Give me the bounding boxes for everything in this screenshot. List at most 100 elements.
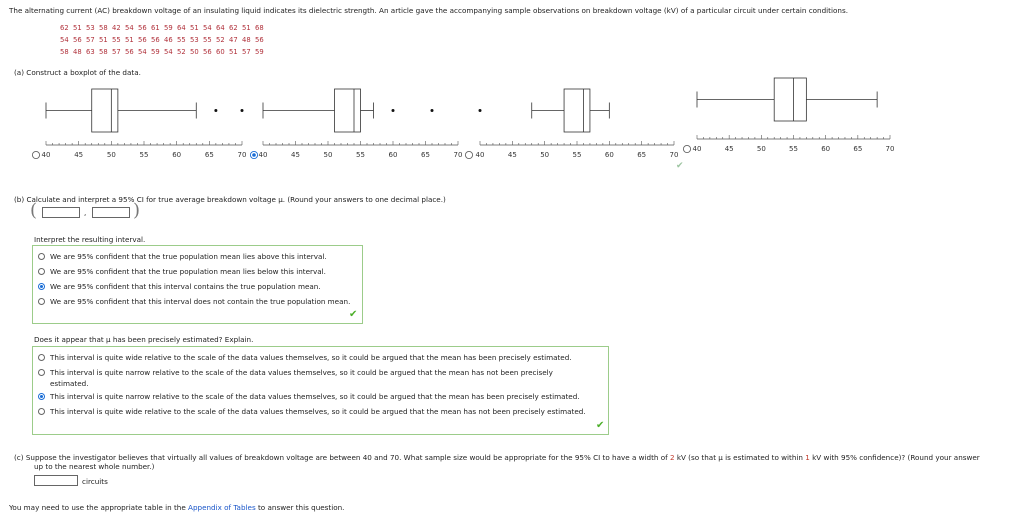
ci-upper-input[interactable] (92, 207, 130, 218)
data-value: 68 (255, 24, 264, 32)
data-value: 54 (138, 48, 147, 56)
option-text: This interval is quite narrow relative t… (50, 392, 580, 401)
radio-button[interactable] (38, 253, 45, 260)
tick-label: 40 (476, 151, 485, 159)
data-value: 64 (216, 24, 225, 32)
radio-button[interactable] (38, 298, 45, 305)
data-value: 48 (242, 36, 251, 44)
tick-label: 70 (238, 151, 247, 159)
interpret-option[interactable]: We are 95% confident that this interval … (38, 282, 321, 291)
data-value: 58 (99, 24, 108, 32)
radio-button[interactable] (38, 268, 45, 275)
tick-label: 45 (508, 151, 517, 159)
data-value: 52 (177, 48, 186, 56)
interpret-option[interactable]: We are 95% confident that this interval … (38, 297, 350, 306)
data-value: 57 (112, 48, 121, 56)
data-value: 56 (203, 48, 212, 56)
sample-size-input[interactable] (34, 475, 78, 486)
interpret-option[interactable]: We are 95% confident that the true popul… (38, 252, 327, 261)
width-value: 2 (669, 453, 675, 462)
part-c-suffix: kV with 95% confidence)? (Round your ans… (809, 453, 980, 462)
ci-comma: , (84, 208, 87, 217)
box-iqr (334, 88, 361, 133)
appendix-link[interactable]: Appendix of Tables (188, 503, 256, 512)
tick-label: 40 (693, 145, 702, 153)
outlier-point (214, 109, 218, 112)
correct-check-icon: ✔ (596, 420, 605, 431)
tick-label: 70 (886, 145, 895, 153)
data-value: 59 (164, 24, 173, 32)
box-iqr (563, 88, 591, 133)
open-paren: ( (30, 200, 38, 221)
part-c-prefix: (c) Suppose the investigator believes th… (14, 453, 670, 462)
box-iqr (773, 77, 807, 122)
precise-answer-box (32, 346, 609, 435)
outlier-point (430, 109, 434, 112)
tick-label: 65 (421, 151, 430, 159)
radio-button[interactable] (38, 393, 45, 400)
footer-prefix: You may need to use the appropriate tabl… (9, 503, 189, 512)
tick-label: 55 (573, 151, 582, 159)
data-value: 56 (151, 36, 160, 44)
data-value: 58 (99, 48, 108, 56)
part-c-middle: kV (so that μ is estimated to within (674, 453, 806, 462)
boxplot-svg: 40 45 50 55 60 65 70 40 45 50 55 60 65 70 40 45 50 55 60 65… (31, 77, 895, 171)
data-value: 64 (177, 24, 186, 32)
tick-label: 40 (42, 151, 51, 159)
outlier-point (391, 109, 395, 112)
unit-label: circuits (82, 477, 108, 486)
data-value: 47 (229, 36, 238, 44)
footer-note: You may need to use the appropriate tabl… (9, 503, 344, 512)
data-value: 60 (216, 48, 225, 56)
radio-button[interactable] (38, 369, 45, 376)
precise-option[interactable]: This interval is quite narrow relative t… (38, 392, 580, 401)
precise-option[interactable]: This interval is quite wide relative to … (38, 407, 586, 416)
data-value: 53 (86, 24, 95, 32)
tick-label: 50 (324, 151, 333, 159)
tick-label: 55 (356, 151, 365, 159)
option-text: This interval is quite narrow relative t… (50, 368, 553, 377)
tick-label: 50 (757, 145, 766, 153)
data-value: 54 (164, 48, 173, 56)
outlier-point (240, 109, 244, 112)
data-value: 51 (73, 24, 82, 32)
data-value: 59 (151, 48, 160, 56)
data-value: 61 (151, 24, 160, 32)
radio-button[interactable] (38, 354, 45, 361)
tick-label: 45 (74, 151, 83, 159)
part-c-line2: up to the nearest whole number.) (34, 462, 155, 471)
radio-button[interactable] (682, 144, 692, 154)
ci-lower-input[interactable] (42, 207, 80, 218)
data-value: 55 (203, 36, 212, 44)
tick-label: 65 (637, 151, 646, 159)
tick-label: 70 (670, 151, 679, 159)
radio-button[interactable] (38, 283, 45, 290)
data-value: 51 (190, 24, 199, 32)
tick-label: 45 (291, 151, 300, 159)
close-paren: ) (133, 200, 141, 221)
radio-button[interactable] (31, 150, 41, 160)
interpret-option[interactable]: We are 95% confident that the true popul… (38, 267, 326, 276)
data-value: 51 (242, 24, 251, 32)
radio-button[interactable] (38, 408, 45, 415)
data-value: 62 (229, 24, 238, 32)
tick-label: 55 (140, 151, 149, 159)
data-value: 57 (242, 48, 251, 56)
data-value: 42 (112, 24, 121, 32)
interpret-answer-box (32, 245, 363, 324)
footer-suffix: to answer this question. (255, 503, 345, 512)
tick-label: 55 (789, 145, 798, 153)
correct-check-icon: ✔ (349, 309, 358, 320)
tick-label: 65 (853, 145, 862, 153)
precise-option[interactable]: This interval is quite wide relative to … (38, 353, 572, 362)
precise-option[interactable]: This interval is quite narrow relative t… (38, 368, 553, 388)
radio-button[interactable] (464, 150, 474, 160)
option-text: estimated. (50, 379, 89, 388)
correct-check-icon: ✔ (676, 161, 684, 171)
data-value: 63 (86, 48, 95, 56)
data-value: 48 (73, 48, 82, 56)
option-text: This interval is quite wide relative to … (50, 407, 586, 416)
part-b-label: (b) Calculate and interpret a 95% CI for… (14, 195, 446, 204)
data-value: 58 (60, 48, 69, 56)
tick-label: 45 (725, 145, 734, 153)
